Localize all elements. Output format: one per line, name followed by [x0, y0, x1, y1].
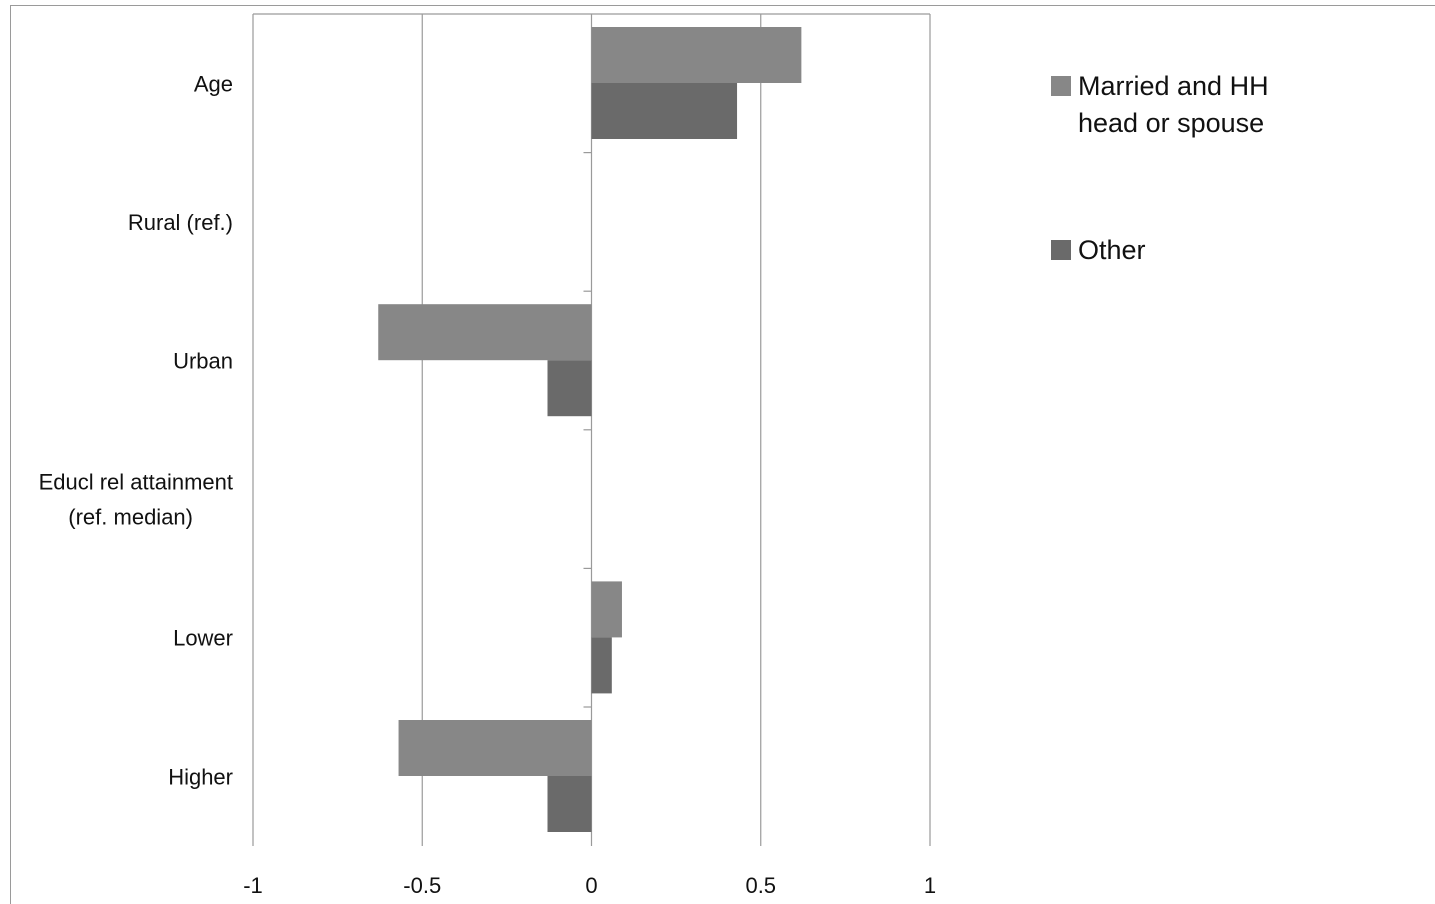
- category-label: Urban: [173, 349, 233, 374]
- category-label: Lower: [173, 626, 233, 651]
- bar: [398, 720, 592, 776]
- legend-swatch: [1051, 240, 1071, 260]
- x-tick-label: 1: [924, 873, 936, 898]
- x-tick-labels: -1 -0.5 0 0.5 1: [243, 873, 936, 898]
- bar: [591, 581, 622, 638]
- legend-label: Married and HH: [1078, 71, 1269, 101]
- category-label: Higher: [168, 764, 233, 789]
- legend-swatch: [1051, 76, 1071, 96]
- category-label: (ref. median): [68, 505, 193, 530]
- bars: [378, 27, 802, 832]
- bar: [591, 637, 612, 694]
- category-axis: [583, 152, 592, 708]
- bar: [378, 304, 592, 361]
- legend-label: head or spouse: [1078, 108, 1264, 138]
- category-label: Age: [194, 71, 233, 96]
- x-tick-label: -0.5: [403, 873, 441, 898]
- bar: [591, 83, 738, 139]
- legend: Married and HH head or spouse Other: [1051, 71, 1269, 265]
- bar: [591, 27, 802, 83]
- chart-frame: [10, 5, 1435, 904]
- bar: [547, 360, 592, 417]
- x-tick-label: -1: [243, 873, 263, 898]
- category-label: Educl rel attainment: [39, 470, 233, 495]
- category-label: Rural (ref.): [128, 210, 233, 235]
- x-tick-label: 0.5: [745, 873, 776, 898]
- category-labels: Age Rural (ref.) Urban Educl rel attainment…: [39, 71, 233, 789]
- bar: [547, 776, 592, 832]
- x-tick-label: 0: [585, 873, 597, 898]
- legend-label: Other: [1078, 235, 1146, 265]
